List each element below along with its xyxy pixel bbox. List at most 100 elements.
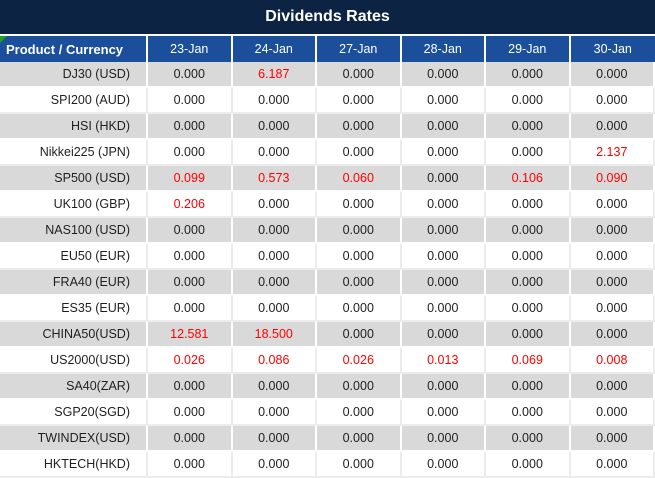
product-cell: ES35 (EUR) bbox=[0, 296, 148, 322]
value-cell: 0.000 bbox=[317, 374, 402, 400]
value-cell: 0.000 bbox=[486, 62, 571, 88]
value-cell: 0.000 bbox=[317, 140, 402, 166]
column-header-date: 30-Jan bbox=[570, 34, 655, 62]
table-row: EU50 (EUR) 0.000 0.000 0.000 0.000 0.000 0.000 bbox=[0, 244, 655, 270]
value-cell: 0.000 bbox=[401, 244, 486, 270]
header-row: Product / Currency 23-Jan 24-Jan 27-Jan 28-… bbox=[0, 34, 655, 62]
value-cell: 0.000 bbox=[148, 400, 233, 426]
value-cell: 0.000 bbox=[486, 270, 571, 296]
value-cell: 0.000 bbox=[570, 452, 655, 478]
value-cell: 0.026 bbox=[317, 348, 402, 374]
value-cell: 0.000 bbox=[232, 452, 317, 478]
product-cell: NAS100 (USD) bbox=[0, 218, 148, 244]
value-cell: 0.000 bbox=[570, 400, 655, 426]
value-cell: 0.000 bbox=[486, 452, 571, 478]
value-cell: 0.000 bbox=[486, 218, 571, 244]
table-row: HSI (HKD) 0.000 0.000 0.000 0.000 0.000 0.000 bbox=[0, 114, 655, 140]
value-cell: 0.000 bbox=[401, 452, 486, 478]
value-cell: 0.000 bbox=[401, 166, 486, 192]
value-cell: 0.000 bbox=[486, 296, 571, 322]
value-cell: 0.000 bbox=[148, 244, 233, 270]
value-cell: 2.137 bbox=[570, 140, 655, 166]
table-body: DJ30 (USD) 0.000 6.187 0.000 0.000 0.000 0.000… bbox=[0, 62, 655, 478]
value-cell: 0.206 bbox=[148, 192, 233, 218]
table-row: NAS100 (USD) 0.000 0.000 0.000 0.000 0.000 0.0… bbox=[0, 218, 655, 244]
value-cell: 0.000 bbox=[486, 426, 571, 452]
value-cell: 0.000 bbox=[317, 62, 402, 88]
value-cell: 0.000 bbox=[486, 374, 571, 400]
value-cell: 0.000 bbox=[401, 296, 486, 322]
product-cell: UK100 (GBP) bbox=[0, 192, 148, 218]
value-cell: 0.000 bbox=[570, 62, 655, 88]
product-cell: SA40(ZAR) bbox=[0, 374, 148, 400]
column-header-date: 23-Jan bbox=[148, 34, 233, 62]
product-cell: FRA40 (EUR) bbox=[0, 270, 148, 296]
table-row: UK100 (GBP) 0.206 0.000 0.000 0.000 0.000 0.00… bbox=[0, 192, 655, 218]
value-cell: 0.000 bbox=[317, 218, 402, 244]
table-row: DJ30 (USD) 0.000 6.187 0.000 0.000 0.000 0.000 bbox=[0, 62, 655, 88]
product-cell: DJ30 (USD) bbox=[0, 62, 148, 88]
page-title: Dividends Rates bbox=[265, 8, 390, 25]
product-cell: CHINA50(USD) bbox=[0, 322, 148, 348]
column-header-product-label: Product / Currency bbox=[6, 41, 124, 57]
value-cell: 0.000 bbox=[317, 88, 402, 114]
value-cell: 0.000 bbox=[232, 296, 317, 322]
value-cell: 0.000 bbox=[232, 426, 317, 452]
value-cell: 0.000 bbox=[232, 218, 317, 244]
value-cell: 0.000 bbox=[570, 192, 655, 218]
value-cell: 0.000 bbox=[570, 426, 655, 452]
value-cell: 0.000 bbox=[486, 140, 571, 166]
value-cell: 0.000 bbox=[486, 88, 571, 114]
value-cell: 0.013 bbox=[401, 348, 486, 374]
value-cell: 0.000 bbox=[486, 244, 571, 270]
value-cell: 0.000 bbox=[401, 62, 486, 88]
table-row: SA40(ZAR) 0.000 0.000 0.000 0.000 0.000 0.000 bbox=[0, 374, 655, 400]
value-cell: 0.000 bbox=[570, 270, 655, 296]
value-cell: 0.000 bbox=[570, 296, 655, 322]
table-row: ES35 (EUR) 0.000 0.000 0.000 0.000 0.000 0.000 bbox=[0, 296, 655, 322]
value-cell: 12.581 bbox=[148, 322, 233, 348]
value-cell: 0.000 bbox=[232, 140, 317, 166]
product-cell: SP500 (USD) bbox=[0, 166, 148, 192]
column-header-date: 28-Jan bbox=[401, 34, 486, 62]
value-cell: 0.000 bbox=[148, 270, 233, 296]
table-row: SPI200 (AUD) 0.000 0.000 0.000 0.000 0.000 0.0… bbox=[0, 88, 655, 114]
value-cell: 0.000 bbox=[486, 192, 571, 218]
product-cell: EU50 (EUR) bbox=[0, 244, 148, 270]
product-cell: HSI (HKD) bbox=[0, 114, 148, 140]
value-cell: 0.000 bbox=[148, 374, 233, 400]
product-cell: SGP20(SGD) bbox=[0, 400, 148, 426]
column-header-product: Product / Currency bbox=[0, 34, 148, 62]
value-cell: 0.106 bbox=[486, 166, 571, 192]
value-cell: 0.000 bbox=[401, 88, 486, 114]
product-cell: SPI200 (AUD) bbox=[0, 88, 148, 114]
product-cell: HKTECH(HKD) bbox=[0, 452, 148, 478]
value-cell: 0.000 bbox=[317, 244, 402, 270]
value-cell: 0.000 bbox=[232, 114, 317, 140]
value-cell: 0.000 bbox=[570, 218, 655, 244]
title-bar: Dividends Rates bbox=[0, 0, 655, 34]
value-cell: 0.000 bbox=[317, 296, 402, 322]
value-cell: 0.000 bbox=[148, 296, 233, 322]
value-cell: 0.000 bbox=[486, 114, 571, 140]
value-cell: 0.000 bbox=[317, 400, 402, 426]
table-row: FRA40 (EUR) 0.000 0.000 0.000 0.000 0.000 0.00… bbox=[0, 270, 655, 296]
value-cell: 0.086 bbox=[232, 348, 317, 374]
value-cell: 18.500 bbox=[232, 322, 317, 348]
value-cell: 0.000 bbox=[401, 322, 486, 348]
value-cell: 0.000 bbox=[401, 114, 486, 140]
cell-corner-marker-icon bbox=[0, 36, 7, 43]
value-cell: 0.000 bbox=[570, 244, 655, 270]
value-cell: 0.000 bbox=[570, 114, 655, 140]
value-cell: 0.000 bbox=[232, 88, 317, 114]
value-cell: 0.000 bbox=[570, 88, 655, 114]
value-cell: 0.000 bbox=[401, 426, 486, 452]
dividends-table: Product / Currency 23-Jan 24-Jan 27-Jan 28-… bbox=[0, 34, 655, 478]
value-cell: 0.000 bbox=[486, 400, 571, 426]
value-cell: 0.099 bbox=[148, 166, 233, 192]
value-cell: 0.008 bbox=[570, 348, 655, 374]
value-cell: 0.000 bbox=[401, 140, 486, 166]
value-cell: 0.000 bbox=[232, 374, 317, 400]
value-cell: 0.000 bbox=[317, 426, 402, 452]
